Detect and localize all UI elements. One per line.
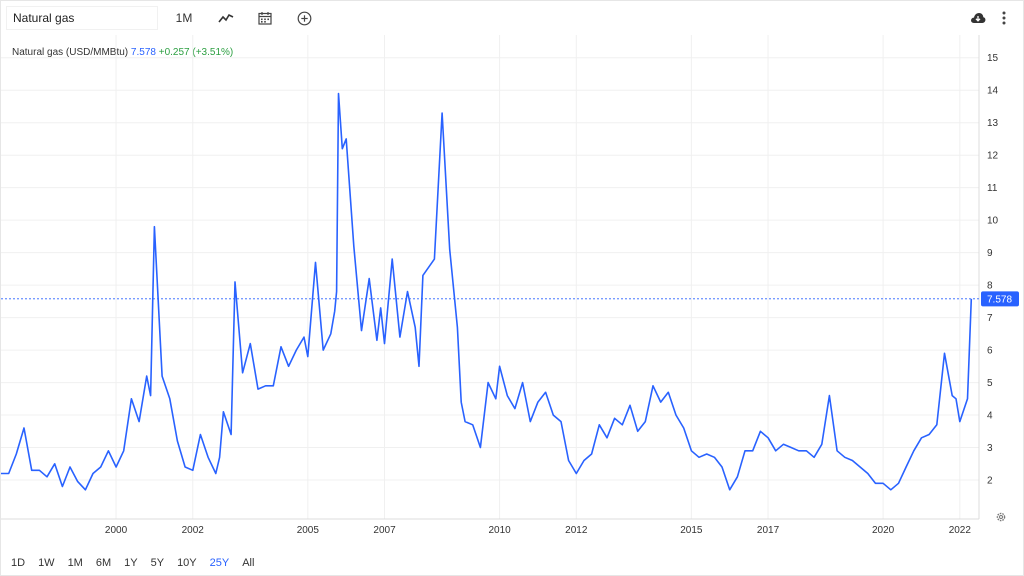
last-price-badge — [981, 291, 1019, 307]
y-tick-label: 8 — [987, 281, 993, 292]
y-tick-label: 14 — [987, 86, 999, 97]
range-button-1y[interactable]: 1Y — [124, 557, 138, 569]
y-tick-label: 5 — [987, 378, 993, 389]
y-tick-label: 3 — [987, 443, 993, 454]
y-tick-label: 6 — [987, 346, 993, 357]
range-button-1d[interactable]: 1D — [11, 557, 26, 569]
y-tick-label: 13 — [987, 118, 999, 129]
range-button-5y[interactable]: 5Y — [150, 557, 165, 569]
x-tick-label: 2012 — [565, 525, 588, 536]
y-tick-label: 2 — [987, 476, 993, 487]
plus-circle-icon — [297, 11, 311, 25]
cloud-download-icon — [971, 13, 986, 23]
x-tick-label: 2000 — [105, 525, 128, 536]
range-button-25y[interactable]: 25Y — [209, 557, 230, 569]
range-button-1w[interactable]: 1W — [38, 557, 55, 569]
x-tick-label: 2017 — [757, 525, 780, 536]
toolbar: 1M — [1, 1, 1024, 35]
last-price-label: 7.578 — [981, 291, 1019, 307]
y-tick-label: 4 — [987, 411, 993, 422]
x-tick-label: 2020 — [872, 525, 895, 536]
chart-type-button[interactable] — [215, 9, 237, 27]
download-button[interactable] — [967, 9, 989, 27]
symbol-search-input[interactable] — [7, 7, 157, 29]
y-tick-label: 10 — [987, 216, 999, 227]
line-chart-icon — [218, 13, 234, 23]
x-tick-label: 2005 — [297, 525, 320, 536]
series-legend: Natural gas (USD/MMBtu) 7.578 +0.257 (+3… — [12, 47, 233, 58]
range-selector: 1D 1W 1M 6M 1Y 5Y 10Y 25Y All — [11, 557, 267, 569]
y-tick-label: 12 — [987, 151, 999, 162]
last-price-value: 7.578 — [987, 294, 1012, 305]
range-button-all[interactable]: All — [242, 557, 255, 569]
y-tick-label: 15 — [987, 53, 999, 64]
gear-icon — [996, 512, 1006, 522]
legend-change: +0.257 (+3.51%) — [158, 47, 234, 58]
range-button-10y[interactable]: 10Y — [177, 557, 197, 569]
price-chart[interactable]: 2 3 4 5 6 7 8 9 10 11 12 13 14 15 2000 2002 2005 2007 201… — [1, 35, 1024, 551]
chart-settings-button[interactable] — [995, 510, 1007, 522]
range-button-6m[interactable]: 6M — [95, 557, 112, 569]
y-axis: 2 3 4 5 6 7 8 9 10 11 12 13 14 15 — [987, 53, 999, 486]
interval-button[interactable]: 1M — [175, 11, 193, 25]
y-tick-label: 9 — [987, 248, 993, 259]
x-tick-label: 2007 — [373, 525, 396, 536]
more-vertical-icon — [1002, 11, 1006, 25]
y-tick-label: 7 — [987, 313, 993, 324]
x-tick-label: 2010 — [488, 525, 511, 536]
x-tick-label: 2015 — [680, 525, 703, 536]
more-menu-button[interactable] — [997, 9, 1011, 27]
add-indicator-button[interactable] — [294, 9, 314, 27]
x-tick-label: 2022 — [949, 525, 972, 536]
x-tick-label: 2002 — [182, 525, 205, 536]
natural-gas-price-line — [1, 92, 973, 491]
x-axis: 2000 2002 2005 2007 2010 2012 2015 2017 2020 2022 — [105, 525, 971, 536]
range-button-1m[interactable]: 1M — [67, 557, 83, 569]
legend-price: 7.578 — [130, 47, 156, 58]
y-tick-label: 11 — [987, 183, 998, 194]
calendar-button[interactable] — [255, 9, 275, 27]
chart-grid — [1, 35, 979, 519]
calendar-icon — [258, 12, 272, 25]
legend-series-name: Natural gas (USD/MMBtu) — [12, 47, 129, 58]
